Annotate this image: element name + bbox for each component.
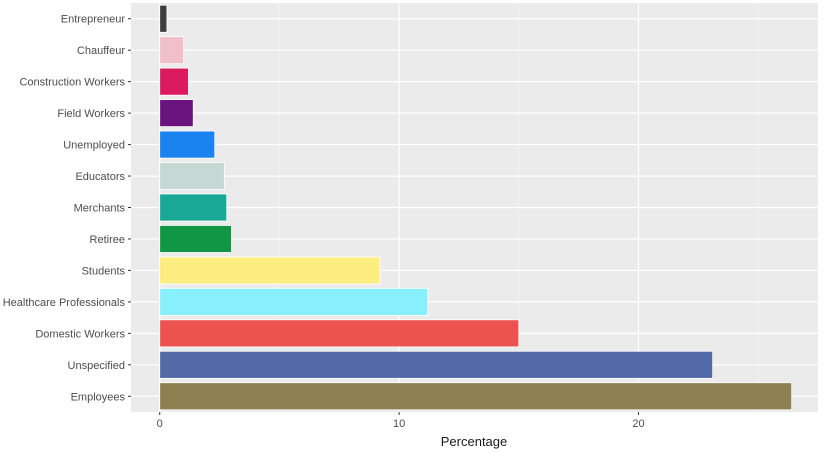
y-tick-label: Chauffeur — [77, 45, 125, 57]
bars — [159, 4, 793, 411]
bar-chauffeur — [159, 36, 185, 65]
y-tick-label: Employees — [71, 391, 126, 403]
bar-entrepreneur — [159, 4, 168, 33]
bar-domestic-workers — [159, 319, 520, 348]
y-tick-label: Merchants — [74, 203, 126, 215]
bar-unemployed — [159, 130, 216, 159]
bar-healthcare-professionals — [159, 287, 429, 316]
x-tick-label: 20 — [632, 418, 644, 430]
y-tick-label: Field Workers — [57, 108, 125, 120]
x-tick-label: 0 — [157, 418, 163, 430]
bar-field-workers — [159, 99, 194, 128]
y-axis: Employees Unspecified Domestic Workers Heal… — [3, 14, 131, 403]
y-tick-label: Unspecified — [68, 360, 125, 372]
bar-retiree — [159, 225, 232, 253]
y-tick-label: Unemployed — [63, 140, 125, 152]
y-tick-label: Retiree — [90, 234, 125, 246]
y-tick-label: Entrepreneur — [61, 14, 126, 26]
y-tick-label: Educators — [75, 171, 125, 183]
x-tick-label: 10 — [393, 418, 405, 430]
y-tick-label: Construction Workers — [19, 77, 125, 89]
y-tick-label: Students — [82, 265, 126, 277]
x-axis: 0 10 20 — [157, 412, 645, 430]
bar-construction-workers — [159, 67, 189, 96]
y-tick-label: Healthcare Professionals — [3, 297, 126, 309]
bar-unspecified — [159, 350, 714, 379]
bar-merchants — [159, 193, 228, 222]
bar-employees — [159, 382, 793, 411]
bar-educators — [159, 162, 225, 190]
y-tick-label: Domestic Workers — [35, 328, 125, 340]
x-axis-title: Percentage — [441, 434, 508, 449]
bar-students — [159, 256, 381, 285]
